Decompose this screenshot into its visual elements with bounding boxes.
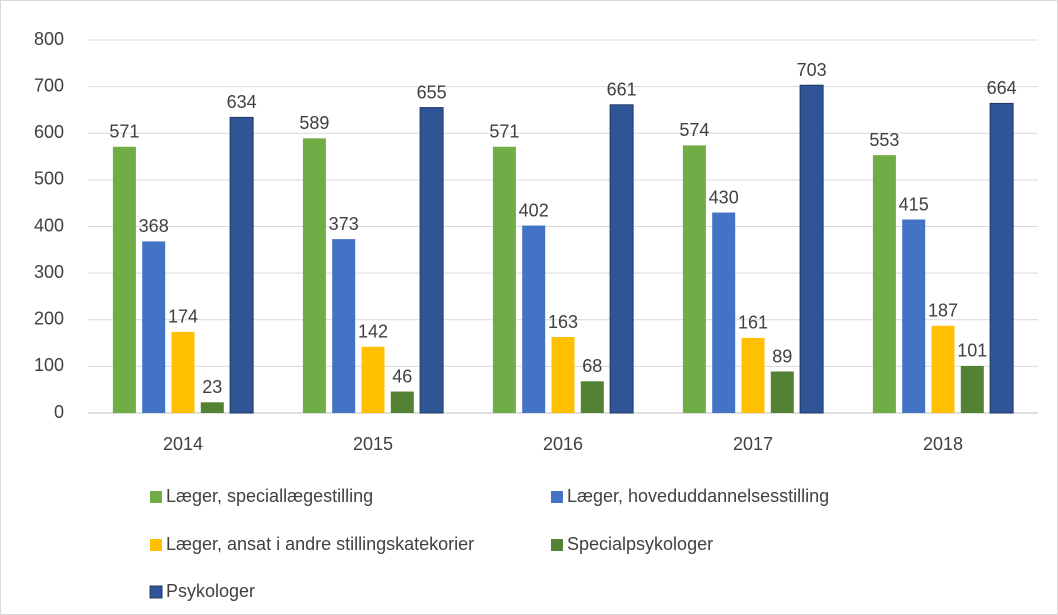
- bar: [200, 402, 224, 413]
- y-tick-label: 300: [34, 262, 64, 282]
- y-tick-label: 700: [34, 75, 64, 95]
- bar: [770, 371, 794, 413]
- bar: [229, 116, 254, 414]
- bar: [960, 365, 984, 413]
- data-label: 373: [329, 214, 359, 234]
- bar: [989, 102, 1014, 414]
- data-label: 571: [109, 122, 139, 142]
- bar: [390, 391, 414, 413]
- legend-swatch: [150, 539, 162, 551]
- y-tick-label: 100: [34, 355, 64, 375]
- bar: [171, 331, 195, 413]
- data-label: 187: [928, 301, 958, 321]
- x-tick-label: 2017: [733, 434, 773, 454]
- bar: [302, 138, 326, 413]
- bar: [902, 219, 926, 413]
- data-label: 430: [709, 187, 739, 207]
- data-label: 571: [489, 122, 519, 142]
- legend-swatch: [551, 491, 563, 503]
- data-label: 161: [738, 313, 768, 333]
- x-tick-label: 2015: [353, 434, 393, 454]
- x-tick-label: 2018: [923, 434, 963, 454]
- bar: [361, 346, 385, 413]
- data-label: 174: [168, 307, 198, 327]
- bar: [741, 337, 765, 413]
- bar: [712, 212, 736, 413]
- y-tick-label: 200: [34, 309, 64, 329]
- bar: [551, 337, 575, 413]
- legend-swatch: [150, 491, 162, 503]
- legend-swatch: [551, 539, 563, 551]
- data-label: 368: [139, 216, 169, 236]
- data-label: 68: [582, 356, 602, 376]
- data-label: 23: [202, 377, 222, 397]
- data-label: 46: [392, 366, 412, 386]
- bar: [931, 325, 955, 413]
- bar: [332, 239, 356, 413]
- data-label: 142: [358, 322, 388, 342]
- legend-label: Psykologer: [166, 581, 255, 601]
- bar: [522, 225, 546, 413]
- legend-label: Specialpsykologer: [567, 534, 713, 554]
- bar: [799, 84, 824, 414]
- x-tick-label: 2016: [543, 434, 583, 454]
- bar: [682, 145, 706, 413]
- legend-label: Læger, speciallægestilling: [166, 486, 373, 506]
- y-tick-label: 800: [34, 29, 64, 49]
- y-tick-label: 0: [54, 402, 64, 422]
- bar: [609, 104, 634, 414]
- data-label: 415: [899, 194, 929, 214]
- legend-label: Læger, hoveduddannelsesstilling: [567, 486, 829, 506]
- data-label: 664: [987, 78, 1017, 98]
- data-label: 89: [772, 346, 792, 366]
- bar: [580, 381, 604, 413]
- data-label: 703: [797, 60, 827, 80]
- bar: [419, 107, 444, 414]
- data-label: 553: [869, 130, 899, 150]
- bar: [492, 146, 516, 414]
- data-label: 574: [679, 120, 709, 140]
- data-label: 655: [417, 82, 447, 102]
- bar: [872, 155, 896, 413]
- y-tick-label: 400: [34, 215, 64, 235]
- bar: [112, 146, 136, 414]
- legend-swatch: [149, 585, 163, 599]
- data-label: 661: [607, 80, 637, 100]
- data-label: 163: [548, 312, 578, 332]
- x-tick-label: 2014: [163, 434, 203, 454]
- y-tick-label: 500: [34, 169, 64, 189]
- data-label: 402: [519, 200, 549, 220]
- legend-label: Læger, ansat i andre stillingskatekorier: [166, 534, 474, 554]
- bar: [142, 241, 166, 413]
- data-label: 589: [299, 113, 329, 133]
- data-label: 101: [957, 341, 987, 361]
- data-label: 634: [227, 92, 257, 112]
- y-tick-label: 600: [34, 122, 64, 142]
